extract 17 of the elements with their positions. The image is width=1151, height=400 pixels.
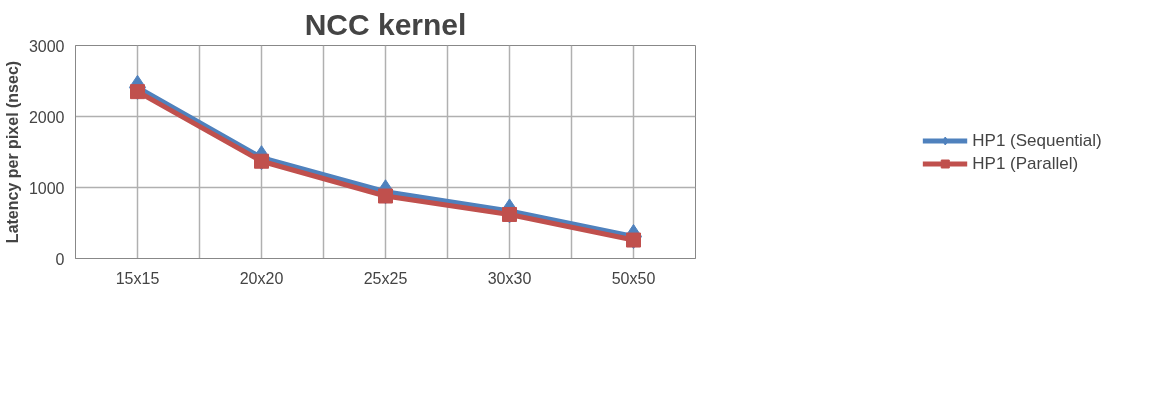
y-tick-label: 2000 <box>28 108 65 126</box>
point <box>502 206 517 222</box>
point <box>254 153 269 169</box>
point <box>626 232 641 248</box>
legend-label: HP1 (Parallel) <box>972 153 1079 173</box>
x-tick-label: 30x30 <box>487 269 532 287</box>
y-axis-title: Latency per pixel (nsec) <box>3 60 21 244</box>
y-tick-label: 1000 <box>28 179 65 197</box>
y-tick-label: 0 <box>55 250 65 268</box>
y-tick-label: 3000 <box>28 37 65 55</box>
x-tick-label: 50x50 <box>611 269 656 287</box>
legend-label: HP1 (Sequential) <box>972 130 1102 150</box>
x-tick-label: 20x20 <box>239 269 284 287</box>
point <box>378 188 393 204</box>
chart-title: NCC kernel <box>304 7 467 41</box>
x-tick-label: 25x25 <box>363 269 408 287</box>
x-tick-label: 15x15 <box>115 269 160 287</box>
